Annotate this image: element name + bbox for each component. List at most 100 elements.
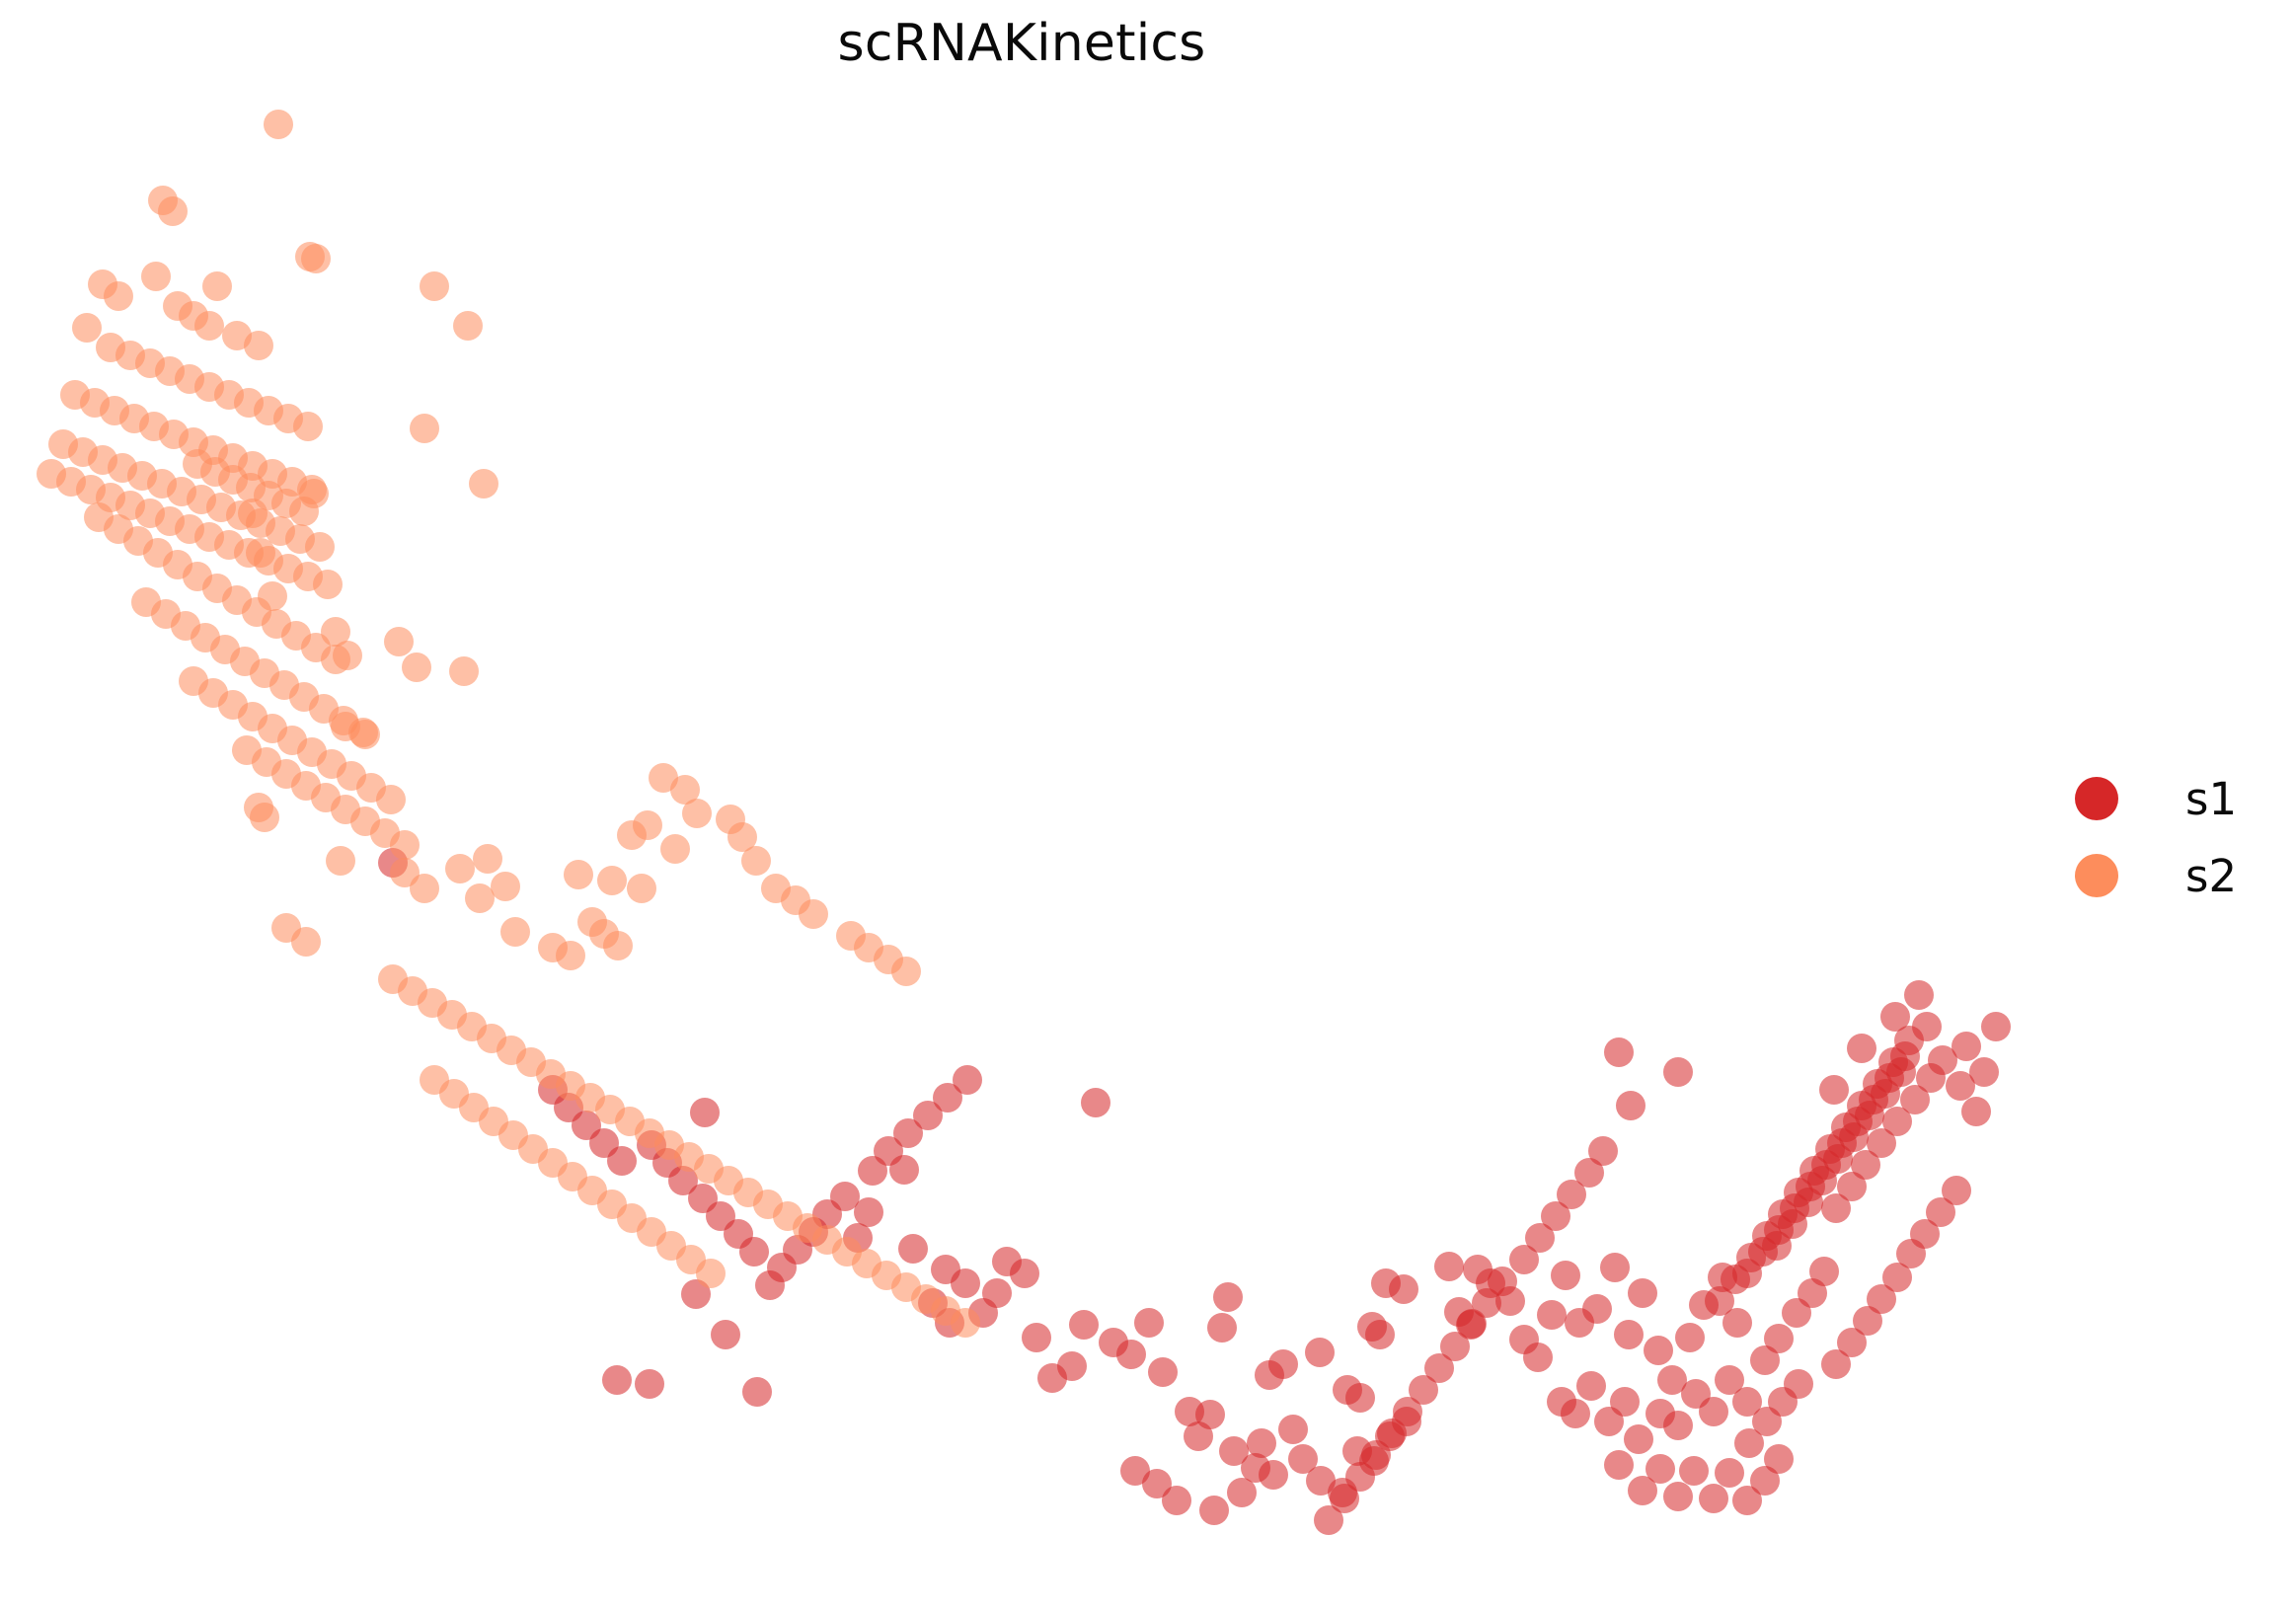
scatter-point [1809,1257,1839,1286]
scatter-point [1305,1338,1335,1367]
scatter-point [1148,1357,1178,1387]
scatter-point [326,846,355,876]
scatter-point [1679,1456,1709,1486]
scatter-point [469,469,498,499]
scatter-point [607,1146,637,1176]
scatter-point [264,110,293,139]
scatter-point [1604,1037,1634,1067]
scatter-point [244,331,273,360]
scatter-point [1699,1484,1728,1513]
scatter-point [1624,1424,1653,1454]
scatter-point [755,1270,785,1300]
scatter-point [1628,1476,1657,1505]
scatter-points-layer [37,110,2011,1535]
scatter-point [1847,1034,1876,1063]
scatter-point [898,1234,928,1264]
scatter-point [410,874,439,903]
scatter-point [1278,1415,1308,1444]
scatter-point [1010,1259,1039,1288]
scatter-point [350,720,380,749]
scatter-point [420,271,449,301]
scatter-point [1081,1088,1110,1117]
scatter-point [1069,1310,1099,1340]
scatter-point [453,311,483,341]
scatter-point [953,1065,982,1095]
scatter-point [711,1320,740,1349]
scatter-point [1509,1245,1539,1274]
scatter-point [289,497,319,526]
scatter-point [1819,1075,1849,1105]
scatter-point [1784,1369,1813,1399]
scatter-point [258,581,287,611]
scatter-point [500,917,530,947]
scatter-point [1588,1136,1618,1166]
scatter-point [1582,1294,1612,1324]
scatter-point [1213,1282,1243,1312]
scatter-point [854,1197,883,1227]
scatter-point [465,883,495,913]
scatter-point [1162,1486,1191,1515]
scatter-point [603,931,633,960]
scatter-point [1663,1411,1693,1440]
scatter-point [742,1377,772,1407]
scatter-point [293,412,323,441]
legend-marker-s2 [2075,854,2118,897]
scatter-point [1981,1012,2011,1041]
scatter-point [1434,1252,1464,1281]
scatter-point [1663,1482,1693,1511]
scatter-point [951,1308,980,1338]
scatter-point [1880,1002,1910,1032]
scatter-point [1057,1351,1087,1381]
legend: s1 s2 [2053,760,2280,948]
scatter-point [333,641,362,670]
scatter-point [473,844,502,874]
scatter-point [295,242,325,271]
scatter-point [951,1268,980,1298]
scatter-point [1247,1428,1276,1458]
scatter-point [739,1237,769,1267]
scatter-point [1551,1261,1580,1290]
scatter-point [682,799,712,828]
scatter-point [376,785,406,814]
scatter-point [445,854,475,883]
legend-entry-s2[interactable]: s2 [2053,841,2237,910]
scatter-point [402,652,431,682]
scatter-point [202,271,232,301]
legend-label-s1: s1 [2185,772,2238,825]
scatter-point [410,414,439,443]
scatter-point [1912,1012,1942,1041]
scatter-point [1644,1336,1673,1365]
legend-label-s2: s2 [2185,849,2238,902]
scatter-point [1314,1505,1343,1535]
scatter-point [741,846,771,876]
scatter-point [1523,1343,1553,1372]
scatter-point [250,803,279,832]
scatter-point [635,1369,664,1399]
scatter-point [1764,1324,1794,1353]
scatter-point [291,927,321,957]
scatter-point [696,1259,726,1288]
scatter-point [88,269,117,299]
scatter-point [1537,1300,1567,1330]
scatter-point [313,570,343,599]
chart-title: scRNAKinetics [837,14,1206,73]
legend-entry-s1[interactable]: s1 [2053,764,2237,833]
scatter-point [1614,1320,1644,1349]
scatter-point [799,899,828,929]
scatter-point [564,860,593,889]
scatter-point [1022,1323,1051,1352]
scatter-point [1576,1371,1606,1401]
scatter-point [158,196,188,226]
scatter-point [556,941,585,970]
scatter-point [1116,1340,1146,1369]
scatter-point [390,830,420,860]
scatter-point [1942,1176,1971,1205]
scatter-point [72,313,102,343]
scatter-point [1207,1313,1237,1343]
scatter-point [1561,1399,1590,1428]
scatter-point [602,1365,632,1395]
scatter-point [1365,1320,1395,1349]
scatter-point [305,532,335,562]
scatter-point [246,538,275,568]
scatter-point [597,866,627,895]
